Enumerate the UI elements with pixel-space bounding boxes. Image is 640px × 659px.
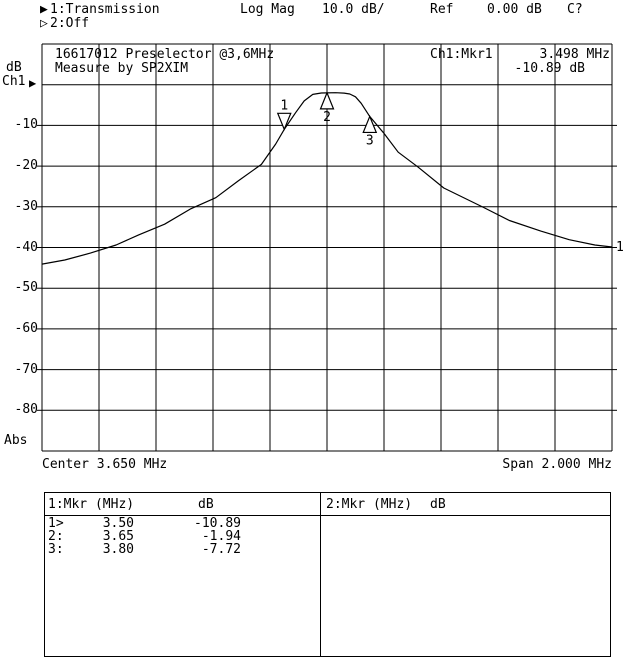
marker-table-right-unit-header: dB: [430, 497, 446, 512]
marker-row-freq: 3.50: [102, 516, 134, 531]
y-axis-label: -80: [14, 402, 38, 417]
y-axis-bottom-label: Abs: [4, 433, 28, 448]
marker-row-db: -7.72: [201, 542, 241, 557]
y-axis-label: -60: [14, 321, 38, 336]
ref-label: Ref: [430, 2, 454, 17]
y-axis-label: -70: [14, 362, 38, 377]
marker-row-label: 2:: [48, 529, 64, 544]
marker-2-number: 2: [323, 110, 331, 125]
y-axis-channel-label: Ch1: [2, 74, 26, 89]
marker-row-freq: 3.65: [102, 529, 134, 544]
plot-title-line1: 16617012 Preselector @3,6MHz: [55, 47, 275, 62]
marker-table-left-unit-header: dB: [198, 497, 214, 512]
marker-3-number: 3: [366, 133, 374, 148]
marker-readout-channel: Ch1:Mkr1: [430, 47, 493, 62]
marker-row-label: 3:: [48, 542, 64, 557]
trace2-label: 2:Off: [50, 16, 90, 31]
marker-table: [44, 492, 611, 657]
trace1-active-icon: ▶: [40, 2, 48, 17]
trace-end-number: 1: [616, 240, 624, 255]
y-axis-unit-label: dB: [6, 60, 22, 75]
transmission-plot: 1 2 3: [37, 43, 617, 452]
y-axis-label: -10: [14, 117, 38, 132]
marker-row-label: 1>: [48, 516, 64, 531]
trace1-label: 1:Transmission: [50, 2, 160, 17]
format-label: Log Mag: [240, 2, 295, 17]
span-label: Span 2.000 MHz: [502, 457, 612, 472]
marker-table-row: 3: 3.80 -7.72: [48, 543, 241, 556]
marker-table-right-header: 2:Mkr (MHz): [326, 497, 413, 512]
ref-value: 0.00 dB: [487, 2, 542, 17]
trace2-inactive-icon: ▷: [40, 16, 48, 31]
marker-row-db: -10.89: [194, 516, 241, 531]
marker-table-left-header: 1:Mkr (MHz): [48, 497, 135, 512]
marker-row-freq: 3.80: [102, 542, 134, 557]
marker-readout-value: -10.89 dB: [514, 61, 585, 76]
y-axis-label: -20: [14, 158, 38, 173]
ref-level-arrow-icon: ▶: [29, 76, 37, 90]
marker-row-db: -1.94: [201, 529, 241, 544]
marker-2-triangle-icon: [319, 91, 335, 110]
cal-indicator: C?: [567, 2, 583, 17]
marker-3-triangle-icon: [362, 114, 378, 134]
scale-per-div: 10.0 dB/: [322, 2, 385, 17]
y-axis-label: -50: [14, 280, 38, 295]
plot-title-line2: Measure by SP2XIM: [55, 61, 189, 76]
marker-readout-freq: 3.498 MHz: [539, 47, 610, 62]
marker-table-divider: [320, 492, 321, 657]
center-frequency-label: Center 3.650 MHz: [42, 457, 168, 472]
marker-table-header-separator: [44, 515, 610, 516]
y-axis-label: -30: [14, 199, 38, 214]
y-axis-label: -40: [14, 240, 38, 255]
marker-1-number: 1: [280, 98, 288, 113]
marker-table-row: 1> 3.50 -10.89: [48, 517, 241, 530]
marker-table-row: 2: 3.65 -1.94: [48, 530, 241, 543]
marker-1-triangle-icon: [276, 112, 292, 131]
